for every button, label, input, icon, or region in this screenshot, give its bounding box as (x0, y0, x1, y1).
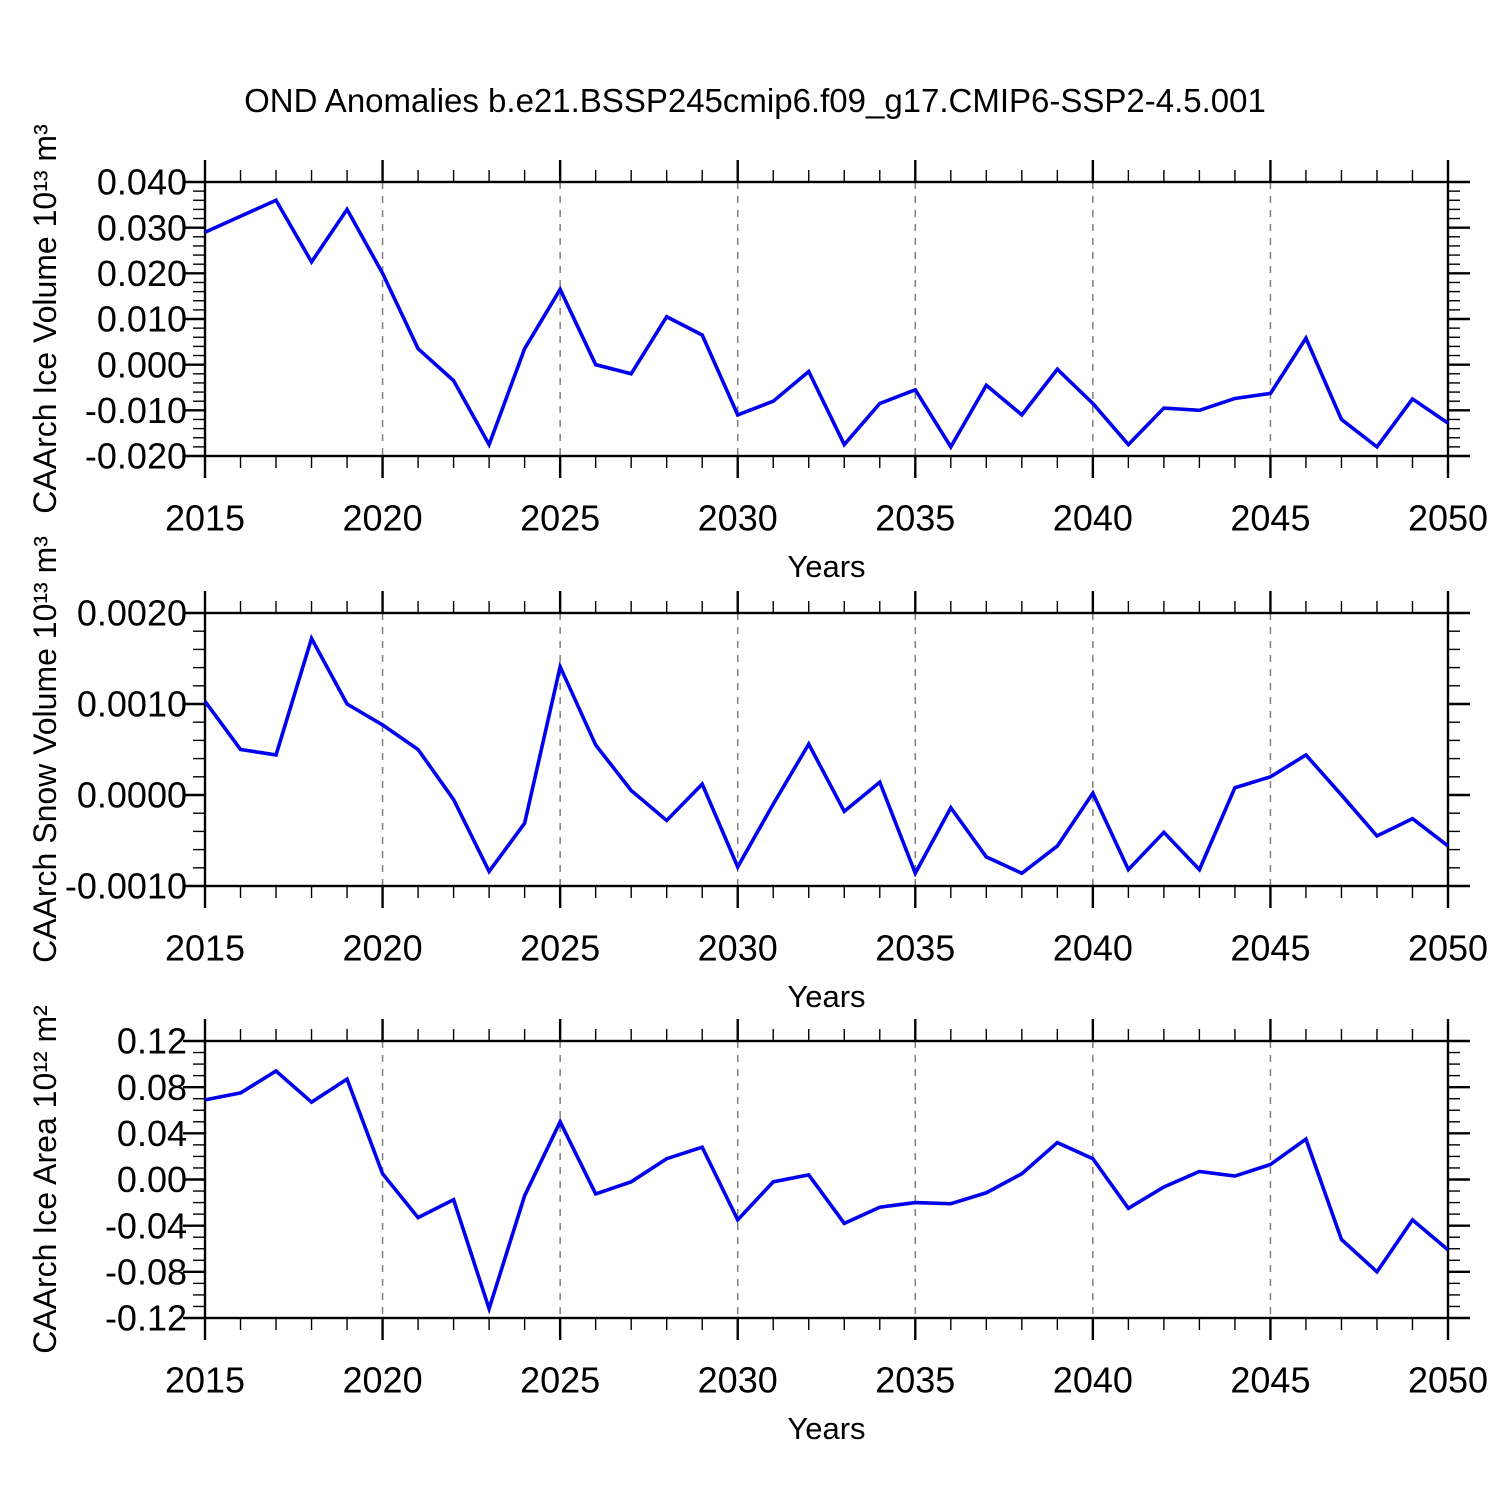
x-tick-label: 2020 (343, 928, 423, 969)
y-tick-label: -0.08 (105, 1251, 187, 1292)
y-tick-label: -0.010 (85, 390, 187, 431)
x-tick-label: 2045 (1230, 498, 1310, 539)
x-tick-label: 2035 (875, 498, 955, 539)
x-tick-label: 2030 (698, 1360, 778, 1401)
y-tick-label: -0.04 (105, 1205, 187, 1246)
y-axis-title: CAArch Snow Volume 10¹³ m³ (27, 536, 63, 963)
x-axis-title: Years (787, 1411, 865, 1446)
y-tick-label: 0.0010 (77, 684, 187, 725)
x-tick-label: 2035 (875, 1360, 955, 1401)
y-tick-label: 0.040 (97, 162, 187, 203)
x-tick-label: 2015 (165, 928, 245, 969)
y-tick-label: 0.0000 (77, 775, 187, 816)
y-tick-label: -0.0010 (65, 866, 187, 907)
x-tick-label: 2045 (1230, 928, 1310, 969)
y-tick-label: 0.0020 (77, 593, 187, 634)
y-tick-label: 0.000 (97, 344, 187, 385)
y-tick-label: -0.12 (105, 1298, 187, 1339)
y-tick-label: 0.00 (117, 1159, 187, 1200)
x-tick-label: 2020 (343, 1360, 423, 1401)
y-axis-title: CAArch Ice Area 10¹² m² (27, 1005, 63, 1354)
x-tick-label: 2035 (875, 928, 955, 969)
y-tick-label: 0.08 (117, 1067, 187, 1108)
x-tick-label: 2045 (1230, 1360, 1310, 1401)
x-tick-label: 2050 (1408, 928, 1488, 969)
x-tick-label: 2050 (1408, 1360, 1488, 1401)
x-tick-label: 2030 (698, 928, 778, 969)
y-tick-label: 0.010 (97, 299, 187, 340)
figure-title: OND Anomalies b.e21.BSSP245cmip6.f09_g17… (244, 82, 1266, 119)
y-tick-label: -0.020 (85, 436, 187, 477)
plot-frame (203, 1039, 1450, 1320)
plot-frame (203, 180, 1450, 458)
x-tick-label: 2025 (520, 928, 600, 969)
data-line (204, 197, 1450, 451)
x-tick-label: 2025 (520, 1360, 600, 1401)
caarch-ice-area-panel: 2015 2020 2025 2030 2035 2040 2045 2050 0.12 0.08… (27, 1005, 1488, 1446)
y-tick-label: 0.12 (117, 1021, 187, 1062)
x-axis-title: Years (787, 549, 865, 584)
y-tick-label: 0.030 (97, 207, 187, 248)
x-tick-label: 2040 (1053, 498, 1133, 539)
x-tick-label: 2030 (698, 498, 778, 539)
data-line (203, 633, 1450, 878)
panels-group: 2015 2020 2025 2030 2035 2040 2045 20500.0400.0… (27, 124, 1488, 1446)
y-tick-label: 0.04 (117, 1113, 187, 1154)
x-axis-title: Years (787, 979, 865, 1014)
x-tick-label: 2015 (165, 498, 245, 539)
y-axis-title: CAArch Ice Volume 10¹³ m³ (27, 124, 63, 514)
x-tick-label: 2025 (520, 498, 600, 539)
x-tick-label: 2020 (343, 498, 423, 539)
x-tick-label: 2015 (165, 1360, 245, 1401)
plot-frame (203, 611, 1450, 888)
caarch-snow-volume-panel: 2015 2020 2025 2030 2035 2040 2045 2050 0.0020 0.… (27, 536, 1488, 1014)
y-tick-label: 0.020 (97, 253, 187, 294)
x-tick-label: 2040 (1053, 1360, 1133, 1401)
x-tick-label: 2040 (1053, 928, 1133, 969)
x-tick-label: 2050 (1408, 498, 1488, 539)
caarch-ice-volume-panel: 2015 2020 2025 2030 2035 2040 2045 20500.0400.0… (27, 124, 1488, 584)
data-line (204, 1068, 1450, 1315)
